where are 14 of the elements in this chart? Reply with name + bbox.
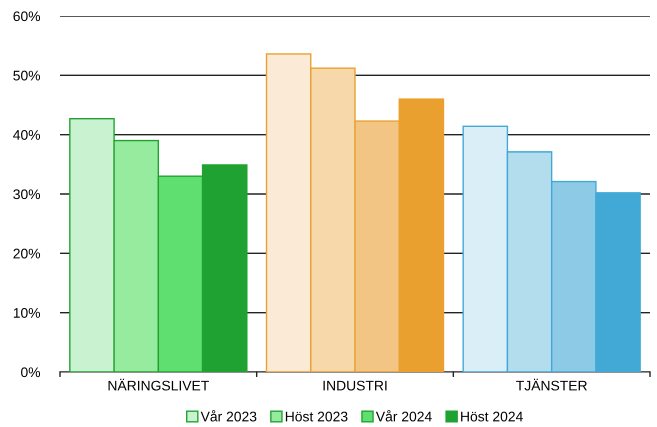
x-tick-label: NÄRINGSLIVET — [108, 378, 209, 391]
y-tick-label: 50% — [13, 70, 40, 81]
y-tick-label: 30% — [13, 189, 40, 200]
y-tick-label: 60% — [13, 11, 40, 22]
y-tick-label: 40% — [13, 130, 40, 140]
legend-label: Höst 2023 — [286, 412, 348, 422]
legend-label: Höst 2024 — [461, 412, 523, 422]
x-tick-label: INDUSTRI — [323, 380, 387, 391]
x-tick-label: TJÄNSTER — [516, 378, 587, 391]
legend-label: Vår 2023 — [200, 410, 256, 422]
y-tick-label: 10% — [14, 308, 40, 318]
y-tick-label: 0% — [21, 367, 40, 378]
legend-label: Vår 2024 — [376, 410, 432, 422]
y-tick-label: 20% — [13, 248, 40, 259]
